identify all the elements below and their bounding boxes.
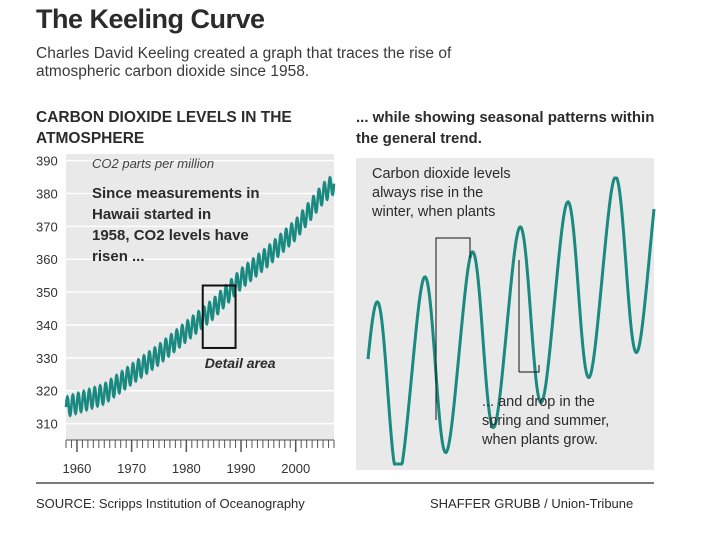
artist-credit: SHAFFER GRUBB / Union-Tribune <box>430 496 634 511</box>
y-tick-label-320: 320 <box>36 384 58 399</box>
x-tick-label-1990: 1990 <box>227 461 256 476</box>
x-tick-label-2000: 2000 <box>281 461 310 476</box>
y-tick-label-380: 380 <box>36 186 58 201</box>
y-tick-label-350: 350 <box>36 285 58 300</box>
main-annotation: Since measurements in Hawaii started in … <box>92 185 264 265</box>
y-tick-label-390: 390 <box>36 154 58 169</box>
y-tick-label-310: 310 <box>36 417 58 432</box>
y-tick-label-340: 340 <box>36 318 58 333</box>
footer-divider <box>36 482 654 484</box>
main-x-tick-labels: 1960 1970 1980 1990 2000 <box>62 461 310 476</box>
intro-text: Charles David Keeling created a graph th… <box>36 45 452 80</box>
main-chart-title: CARBON DIOXIDE LEVELS IN THE ATMOSPHERE <box>36 109 292 147</box>
summer-annotation: ... and drop in the spring and summer, w… <box>481 394 613 448</box>
x-tick-label-1960: 1960 <box>62 461 91 476</box>
x-tick-label-1980: 1980 <box>172 461 201 476</box>
main-y-axis-label: CO2 parts per million <box>92 156 214 171</box>
x-tick-label-1970: 1970 <box>117 461 146 476</box>
winter-annotation: Carbon dioxide levels always rise in the… <box>371 166 515 220</box>
seasonal-series-line <box>366 176 656 466</box>
source-credit: SOURCE: Scripps Institution of Oceanogra… <box>36 496 305 511</box>
main-grid <box>66 159 334 425</box>
main-x-minor-ticks <box>65 440 335 452</box>
detail-chart-title: ... while showing seasonal patterns with… <box>356 109 655 147</box>
y-tick-label-370: 370 <box>36 219 58 234</box>
winter-bracket <box>435 237 471 253</box>
detail-area-box <box>201 284 237 349</box>
main-y-tick-labels: 310 320 330 340 350 360 370 380 390 <box>36 154 58 432</box>
co2-series-line <box>64 175 336 418</box>
detail-area-label: Detail area <box>205 355 276 371</box>
detail-plot-area <box>356 158 654 470</box>
y-tick-label-330: 330 <box>36 351 58 366</box>
summer-bracket <box>519 365 540 373</box>
y-tick-label-360: 360 <box>36 252 58 267</box>
page-title: The Keeling Curve <box>36 4 265 34</box>
